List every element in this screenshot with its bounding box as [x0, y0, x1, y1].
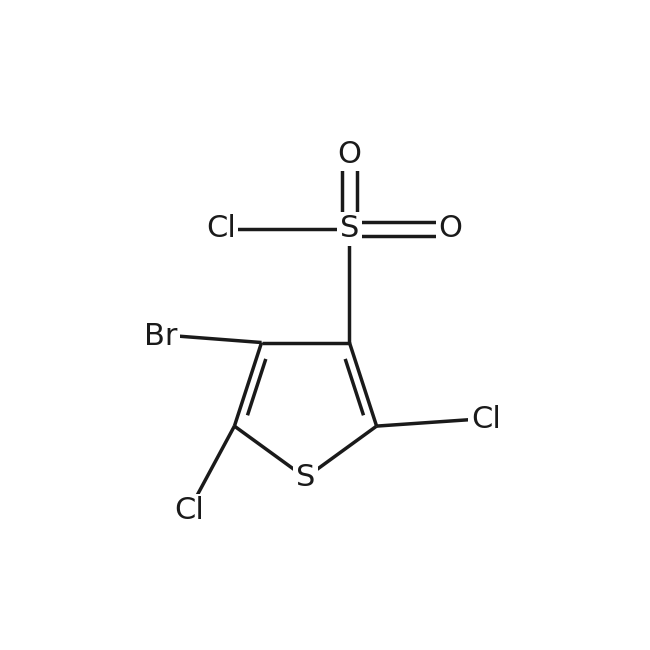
Text: Cl: Cl: [174, 496, 204, 525]
Text: S: S: [296, 463, 315, 492]
Text: O: O: [438, 214, 462, 243]
Text: O: O: [337, 140, 361, 168]
Text: Br: Br: [144, 322, 177, 350]
Text: Cl: Cl: [206, 214, 236, 243]
Text: S: S: [340, 214, 359, 243]
Text: Cl: Cl: [471, 405, 500, 434]
